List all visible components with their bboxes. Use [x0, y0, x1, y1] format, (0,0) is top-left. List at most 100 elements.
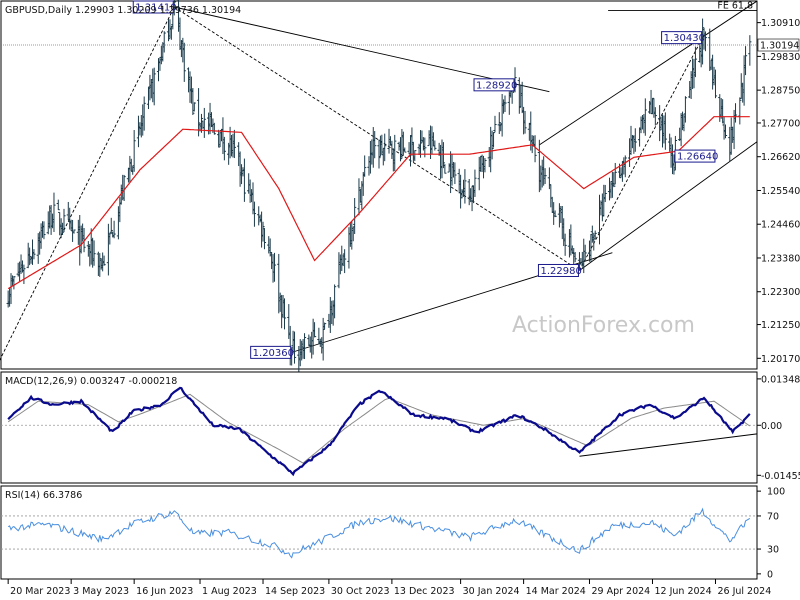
price-trendline [174, 6, 580, 271]
ohlc-bar [393, 134, 397, 172]
x-tick-label: 26 Jul 2024 [717, 586, 771, 597]
macd-axis: 0.013489 0.00 -0.014554 [757, 374, 800, 482]
ohlc-bar [112, 220, 116, 239]
price-tick-label: 1.23380 [761, 253, 800, 264]
ohlc-bar [523, 110, 527, 134]
ohlc-bar [377, 139, 381, 169]
price-tick-label: 1.30910 [761, 18, 800, 29]
price-tick-label: 1.29830 [761, 52, 800, 63]
ohlc-bar [623, 155, 627, 178]
ohlc-bar [603, 184, 607, 203]
ohlc-bar [733, 103, 738, 123]
ohlc-bar [92, 240, 96, 266]
price-tick-label: 1.27700 [761, 118, 800, 129]
svg-text:1.31410: 1.31410 [135, 3, 176, 14]
ohlc-bar [713, 69, 718, 99]
rsi-panel: RSI(14) 66.3786 100 70 30 0 [0, 485, 785, 580]
ohlc-bar [723, 124, 728, 139]
price-panel-frame [0, 0, 758, 370]
ohlc-bar [122, 174, 126, 201]
ohlc-bar [333, 284, 337, 319]
ohlc-bar [222, 136, 226, 161]
ohlc-bar [573, 252, 577, 263]
ohlc-bar [413, 150, 417, 162]
ohlc-bar [212, 122, 216, 135]
macd-tick-label: -0.014554 [761, 471, 800, 482]
svg-text:1.26640: 1.26640 [677, 152, 718, 163]
ohlc-bar [703, 31, 708, 52]
ohlc-bar [743, 46, 748, 76]
pivot-label: 1.31410 [132, 0, 177, 14]
price-tick-label: 1.22300 [761, 287, 800, 298]
svg-text:1.20360: 1.20360 [253, 348, 294, 359]
rsi-tick-label: 0 [767, 569, 773, 580]
ohlc-bar [182, 42, 186, 82]
ohlc-bar [302, 333, 307, 360]
ohlc-bar [353, 197, 357, 234]
ohlc-bar [252, 201, 257, 227]
x-tick-label: 16 Jun 2023 [136, 586, 193, 597]
fe-label: FE 61.8 [717, 0, 753, 11]
rsi-line [7, 507, 751, 559]
x-tick-label: 12 Jun 2024 [654, 586, 711, 597]
ohlc-bar [543, 168, 547, 185]
x-tick-label: 20 Mar 2023 [10, 586, 70, 597]
macd-header: MACD(12,26,9) 0.003247 -0.000218 [5, 376, 177, 387]
price-trendline [174, 6, 550, 93]
ohlc-bar [52, 192, 56, 232]
price-trendline [539, 0, 758, 146]
ohlc-bar [633, 128, 637, 152]
ohlc-bar [700, 18, 705, 65]
ohlc-bar [312, 322, 317, 338]
price-trendline [579, 37, 703, 271]
ohlc-bar [162, 31, 166, 53]
ohlc-bar [490, 130, 494, 160]
pivot-label: 1.30430 [661, 31, 705, 45]
x-tick-label: 3 May 2023 [73, 586, 129, 597]
x-axis: 20 Mar 2023 3 May 2023 16 Jun 2023 1 Aug 20… [7, 579, 771, 597]
ohlc-bar [493, 115, 497, 133]
macd-tick-label: 0.013489 [761, 374, 800, 385]
signal-line [7, 393, 751, 464]
ohlc-bar [12, 276, 16, 290]
ohlc-bar [272, 252, 277, 282]
pivot-label: 1.22980 [537, 263, 582, 277]
ohlc-bar [357, 178, 361, 216]
ohlc-bar [463, 169, 467, 204]
ohlc-bar [192, 102, 196, 112]
macd-trendline [579, 433, 758, 457]
macd-line [7, 386, 751, 477]
ohlc-bar [517, 77, 521, 114]
ohlc-bar [583, 244, 587, 261]
svg-text:1.22980: 1.22980 [540, 266, 581, 277]
ohlc-bar [56, 199, 60, 211]
ohlc-bar [748, 35, 752, 66]
ohlc-bar [443, 164, 447, 174]
ohlc-bar [483, 158, 487, 173]
ohlc-bar [403, 147, 407, 153]
pivot-label: 1.28920 [473, 78, 517, 92]
ohlc-bar [453, 162, 457, 185]
price-tick-label: 1.20170 [761, 354, 800, 365]
price-tick-label: 1.25540 [761, 186, 800, 197]
price-header: GBPUSD,Daily 1.29903 1.30209 1.29736 1.3… [5, 5, 241, 16]
svg-text:1.30430: 1.30430 [664, 33, 705, 44]
macd-panel-frame [0, 371, 758, 484]
price-tick-label: 1.21250 [761, 320, 800, 331]
ohlc-bar [282, 298, 287, 330]
x-tick-label: 14 Sep 2023 [265, 586, 325, 597]
ohlc-bar [363, 155, 367, 177]
ohlc-bar [683, 96, 688, 123]
ohlc-bar [373, 131, 377, 159]
ohlc-bar [441, 142, 446, 169]
ohlc-bar [132, 130, 136, 172]
ohlc-bar [533, 135, 537, 163]
ohlc-bar [72, 229, 76, 234]
price-tick-label: 1.28750 [761, 86, 800, 97]
ohlc-bar [613, 162, 617, 185]
price-labels: 1.31410 1.28920 1.30430 1.26640 1.22980 1.203… [132, 0, 718, 359]
rsi-header: RSI(14) 66.3786 [5, 490, 82, 501]
macd-tick-label: 0.00 [761, 421, 782, 432]
ohlc-bar [503, 95, 507, 112]
pivot-label: 1.26640 [674, 149, 718, 163]
